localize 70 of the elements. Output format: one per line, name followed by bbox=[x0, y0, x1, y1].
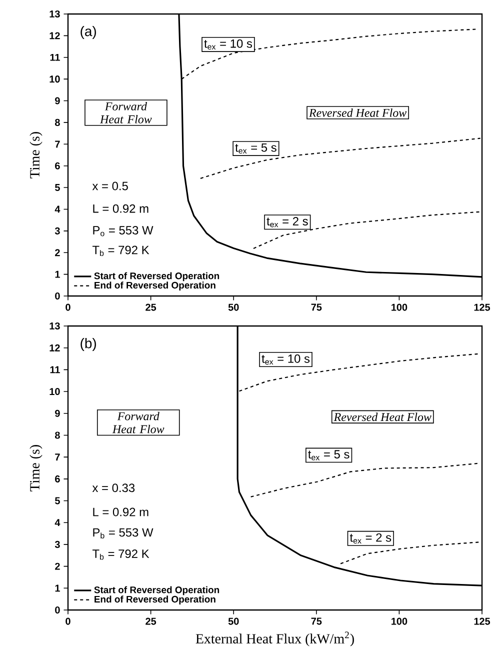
x-axis-title: External Heat Flux (kW/m$^{2}$) bbox=[196, 632, 354, 646]
annotation: L = 0.92 m bbox=[93, 508, 148, 516]
annotation: x = 0.33 bbox=[92, 484, 135, 492]
y-tick-label: 9 bbox=[55, 410, 60, 417]
y-tick-label: 0 bbox=[55, 292, 60, 300]
y-tick-label: 11 bbox=[50, 366, 60, 374]
x-tick-label: 50 bbox=[228, 618, 239, 625]
y-tick-label: 7 bbox=[55, 454, 60, 461]
annotation: Forward Heat Flow bbox=[100, 102, 152, 124]
x-tick-label: 25 bbox=[146, 304, 156, 311]
y-tick-label: 2 bbox=[55, 249, 60, 256]
y-tick-label: 4 bbox=[54, 206, 60, 213]
y-tick-label: 10 bbox=[50, 76, 60, 83]
y-tick-label: 13 bbox=[50, 322, 60, 330]
annotation: (a) bbox=[80, 26, 96, 39]
y-tick-label: 2 bbox=[55, 562, 60, 570]
x-tick-label: 125 bbox=[474, 304, 490, 311]
annotation: t$_{ex}$ = 5 s bbox=[308, 450, 350, 460]
y-tick-label: 1 bbox=[55, 270, 60, 278]
y-tick-label: 3 bbox=[54, 227, 60, 234]
annotation: x = 0.5 bbox=[92, 182, 128, 190]
annotation: (b) bbox=[80, 338, 96, 352]
y-tick-label: 0 bbox=[55, 606, 60, 614]
annotation: Reversed Heat Flow bbox=[308, 108, 407, 117]
annotation: t$_{ex}$ = 10 s bbox=[262, 354, 310, 365]
x-tick-label: 0 bbox=[66, 304, 70, 311]
y-tick-label: 6 bbox=[55, 162, 60, 170]
x-tick-label: 125 bbox=[474, 618, 490, 625]
y-tick-label: 9 bbox=[55, 97, 60, 104]
y-tick-label: 6 bbox=[55, 475, 60, 482]
line-series bbox=[252, 211, 481, 250]
annotation: P$_{b}$ = 553 W bbox=[93, 528, 154, 538]
annotation: t$_{ex}$ = 2 s bbox=[266, 217, 308, 228]
x-tick-label: 50 bbox=[228, 304, 239, 311]
legend-label: End of Reversed Operation bbox=[94, 282, 216, 290]
y-tick-label: 5 bbox=[55, 497, 60, 504]
annotation: t$_{ex}$ = 10 s bbox=[204, 39, 252, 50]
annotation: T$_{b}$ = 792 K bbox=[92, 550, 150, 560]
y-axis-title: Time (s) bbox=[30, 445, 42, 492]
y-axis-title: Time (s) bbox=[30, 132, 42, 178]
y-tick-label: 10 bbox=[50, 388, 60, 396]
y-tick-label: 3 bbox=[54, 540, 60, 548]
annotation: T$_{b}$ = 792 K bbox=[92, 246, 150, 256]
x-tick-label: 100 bbox=[392, 618, 408, 625]
legend-label: Start of Reversed Operation bbox=[94, 586, 220, 596]
x-tick-label: 100 bbox=[392, 304, 408, 311]
x-tick-label: 75 bbox=[311, 618, 322, 625]
y-tick-label: 8 bbox=[55, 432, 60, 439]
annotation: L = 0.92 m bbox=[93, 204, 148, 213]
annotation: t$_{ex}$ = 2 s bbox=[350, 533, 392, 544]
legend-label: Start of Reversed Operation bbox=[94, 272, 220, 282]
y-tick-label: 7 bbox=[55, 140, 60, 148]
line-series bbox=[181, 28, 478, 80]
x-tick-label: 75 bbox=[311, 304, 322, 311]
y-tick-label: 12 bbox=[50, 32, 60, 40]
x-tick-label: 25 bbox=[146, 618, 156, 625]
y-tick-label: 13 bbox=[50, 10, 60, 18]
line-series bbox=[340, 542, 481, 564]
annotation: Forward Heat Flow bbox=[112, 412, 164, 434]
annotation: P$_{o}$ = 553 W bbox=[93, 226, 154, 236]
legend-label: End of Reversed Operation bbox=[94, 596, 216, 604]
y-tick-label: 1 bbox=[55, 584, 60, 592]
y-tick-label: 8 bbox=[55, 118, 60, 126]
y-tick-label: 11 bbox=[50, 54, 60, 61]
x-tick-label: 0 bbox=[66, 618, 70, 625]
annotation: Reversed Heat Flow bbox=[334, 412, 432, 422]
y-tick-label: 12 bbox=[50, 344, 60, 352]
annotation: t$_{ex}$ = 5 s bbox=[235, 143, 276, 154]
y-tick-label: 5 bbox=[55, 184, 60, 192]
y-tick-label: 4 bbox=[54, 519, 60, 526]
